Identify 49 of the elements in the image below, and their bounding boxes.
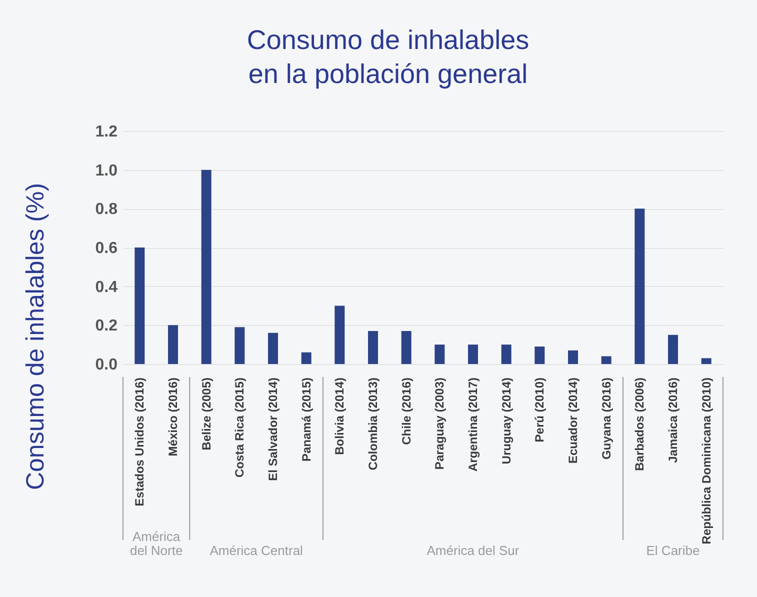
chart-title: Consumo de inhalables en la población general [246, 25, 530, 89]
x-tick-label: México (2016) [166, 377, 180, 456]
bar [668, 334, 678, 364]
y-tick-label: 1.2 [95, 124, 118, 140]
x-tick-label: Belize (2005) [199, 377, 214, 450]
x-tick-label: Perú (2010) [532, 378, 547, 442]
x-tick-label: República Dominicana (2010) [699, 378, 714, 544]
bar [568, 350, 578, 364]
y-tick-label: 0.8 [95, 201, 118, 218]
y-tick-label: 0.0 [95, 356, 118, 374]
x-tick-label: Uruguay (2014) [499, 378, 514, 464]
x-tick-label: Ecuador (2014) [566, 378, 580, 464]
y-tick-label: 0.4 [95, 278, 118, 296]
x-tick-label: Colombia (2013) [366, 378, 380, 470]
x-tick-label: Costa Rica (2015) [232, 378, 247, 478]
bar [334, 306, 345, 364]
bar [168, 325, 178, 364]
bar [634, 208, 645, 364]
bar [701, 358, 712, 364]
x-tick-label: Barbados (2006) [632, 378, 647, 471]
y-tick-label: 0.6 [95, 240, 118, 257]
bar [434, 344, 445, 364]
text: América del Sur [426, 543, 520, 558]
bar [134, 248, 145, 364]
x-tick-label: Estados Unidos (2016) [132, 378, 147, 506]
x-tick-label: Panamá (2015) [299, 377, 314, 462]
bar [201, 170, 212, 364]
y-tick-label: 0.2 [95, 318, 118, 335]
bar [268, 332, 278, 364]
bar [301, 352, 312, 364]
text: El Caribe [646, 543, 700, 558]
bar [501, 344, 512, 364]
x-tick-label: Chile (2016) [399, 377, 414, 445]
bar [368, 330, 378, 364]
x-tick-label: Argentina (2017) [466, 378, 480, 472]
text: América Central [210, 543, 304, 558]
y-axis-title: Consumo de inhalables (%) [22, 182, 50, 490]
x-tick-label: Paraguay (2003) [432, 378, 447, 470]
bar [468, 344, 478, 364]
x-tick-label: Jamaica (2016) [666, 378, 680, 463]
x-tick-label: El Salvador (2014) [266, 378, 280, 481]
y-tick-label: 1.0 [95, 162, 118, 180]
bar [401, 330, 412, 364]
bar [234, 327, 245, 364]
x-tick-label: Bolivia (2014) [332, 378, 347, 455]
text: América del Norte [130, 529, 183, 558]
x-tick-label: Guyana (2016) [599, 378, 614, 460]
bar [601, 356, 612, 364]
bar [534, 346, 545, 364]
